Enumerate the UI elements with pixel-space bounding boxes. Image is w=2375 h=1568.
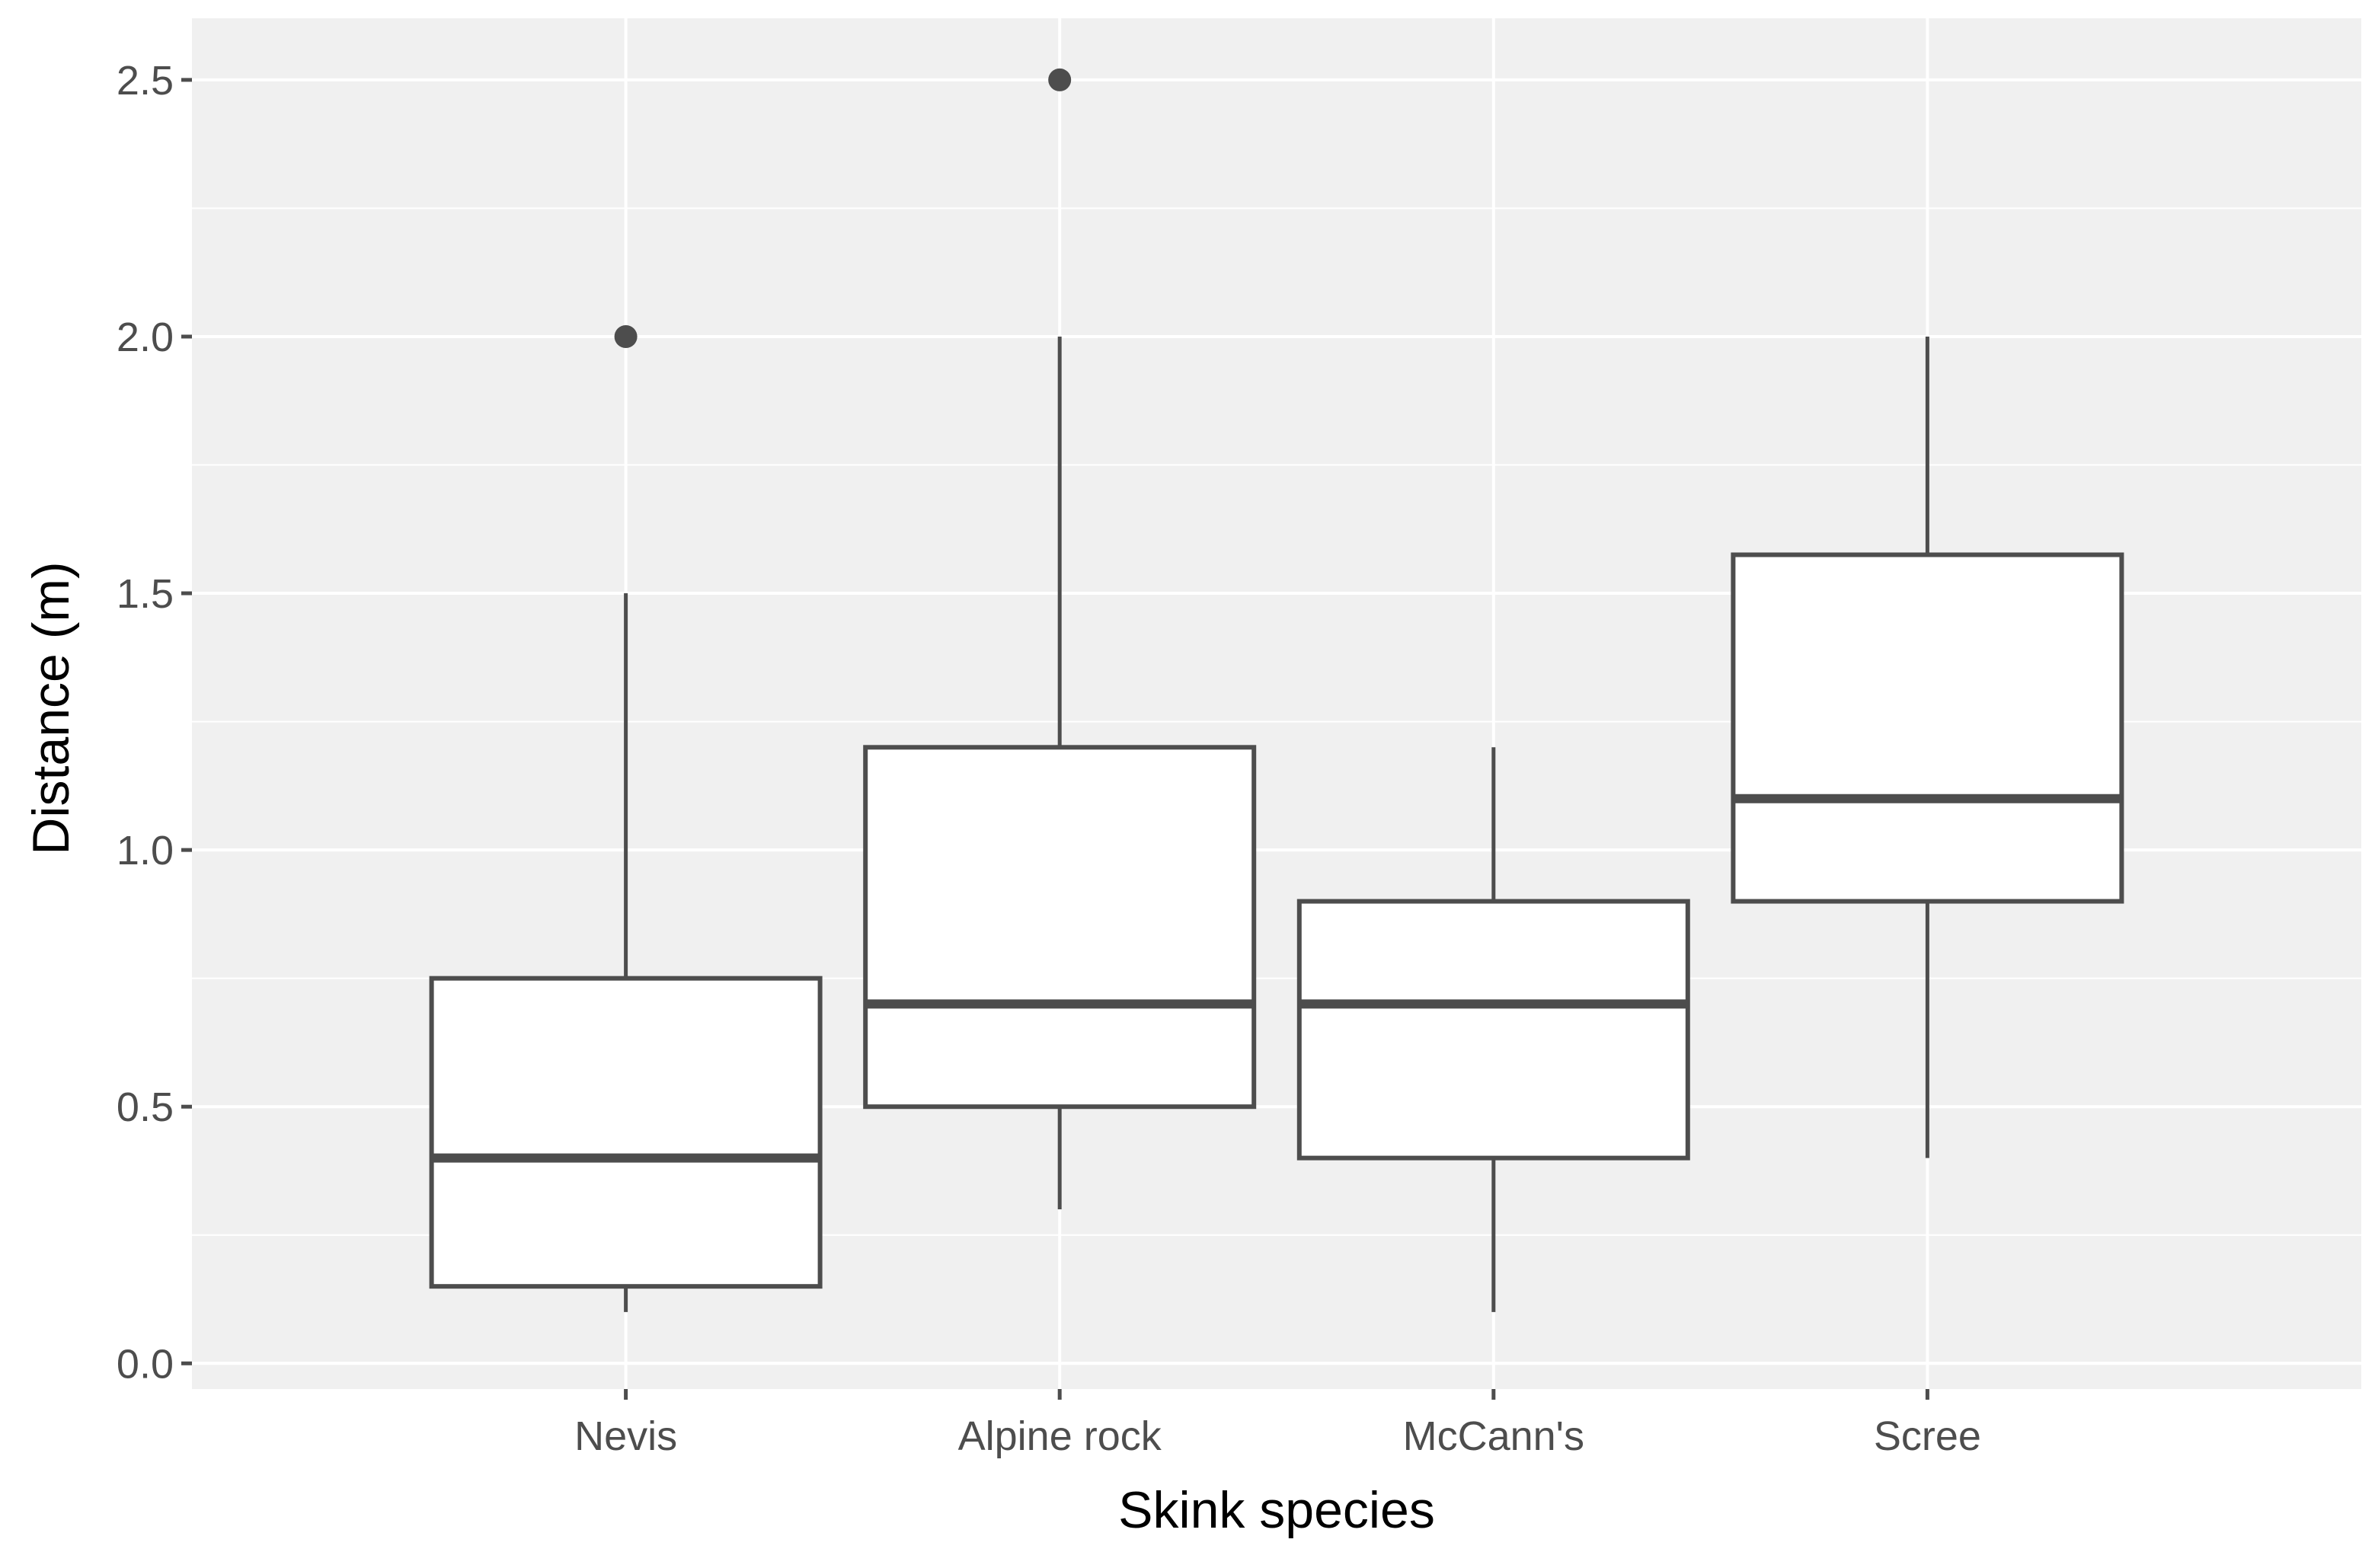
x-axis: Nevis Alpine rock McCann's Scree — [574, 1389, 1981, 1459]
y-tick-label: 1.5 — [117, 571, 174, 617]
y-tick-label: 0.0 — [117, 1341, 174, 1387]
box-series — [429, 68, 2124, 1312]
y-axis: 0.0 0.5 1.0 1.5 2.0 2.5 — [117, 58, 192, 1387]
y-tick-label: 1.0 — [117, 828, 174, 873]
x-tick-label: Scree — [1874, 1413, 1981, 1459]
x-tick-label: Nevis — [574, 1413, 677, 1459]
y-tick-label: 0.5 — [117, 1084, 174, 1130]
box-iqr — [1731, 552, 2124, 904]
x-tick-label: Alpine rock — [958, 1413, 1162, 1459]
outlier-point — [1048, 68, 1072, 91]
box-iqr — [1296, 899, 1690, 1161]
box-nevis — [429, 324, 823, 1312]
x-axis-title: Skink species — [1118, 1481, 1435, 1539]
box-alpine-rock — [863, 68, 1257, 1210]
box-mccann-s — [1296, 747, 1690, 1312]
x-tick-label: McCann's — [1403, 1413, 1584, 1459]
y-tick-label: 2.5 — [117, 58, 174, 104]
box-scree — [1731, 336, 2124, 1158]
box-iqr — [863, 745, 1257, 1110]
y-axis-title: Distance (m) — [22, 561, 80, 854]
box-iqr — [429, 976, 823, 1289]
y-tick-label: 2.0 — [117, 315, 174, 360]
outlier-point — [614, 324, 638, 348]
